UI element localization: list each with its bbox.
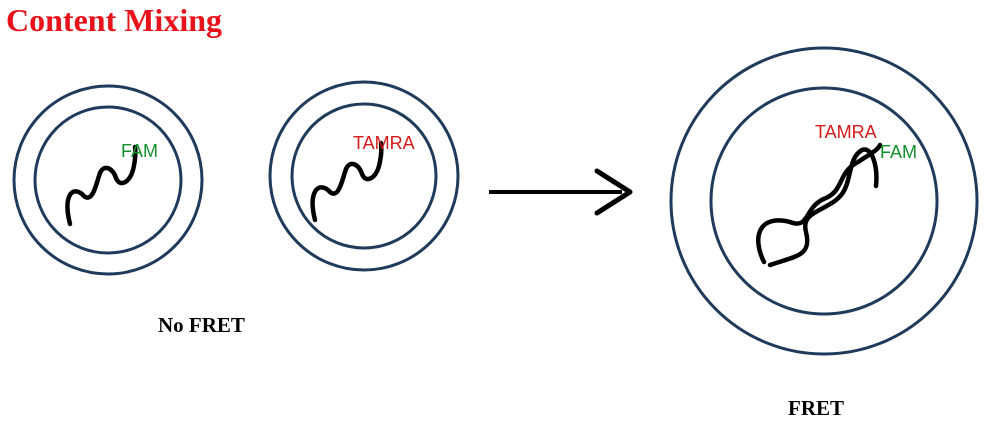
- vesicle-fused: [669, 46, 979, 356]
- fam-single-strand: [65, 144, 138, 227]
- fret-caption: FRET: [788, 396, 845, 420]
- vesicle-fam-outer-membrane: [12, 84, 204, 276]
- vesicle-tamra-outer-membrane: [268, 80, 460, 272]
- vesicle-tamra-inner-membrane: [290, 102, 438, 250]
- fam-label-fused: FAM: [880, 142, 918, 162]
- vesicle-fam: [12, 84, 204, 276]
- double-helix-strand-b: [767, 147, 879, 268]
- vesicle-tamra: [268, 80, 460, 272]
- vesicle-fused-outer-membrane: [669, 46, 979, 356]
- right-arrow-icon: [489, 168, 633, 216]
- diagram-title: Content Mixing: [6, 2, 222, 38]
- double-helix-strand-a: [756, 142, 883, 265]
- arrow-head: [594, 168, 633, 216]
- vesicle-fused-inner-membrane: [709, 86, 939, 316]
- fam-label-left: FAM: [121, 141, 159, 161]
- no-fret-caption: No FRET: [158, 313, 245, 337]
- tamra-single-strand: [310, 140, 384, 223]
- vesicle-fam-inner-membrane: [33, 105, 183, 255]
- tamra-label-middle: TAMRA: [353, 133, 415, 153]
- tamra-label-fused: TAMRA: [815, 122, 877, 142]
